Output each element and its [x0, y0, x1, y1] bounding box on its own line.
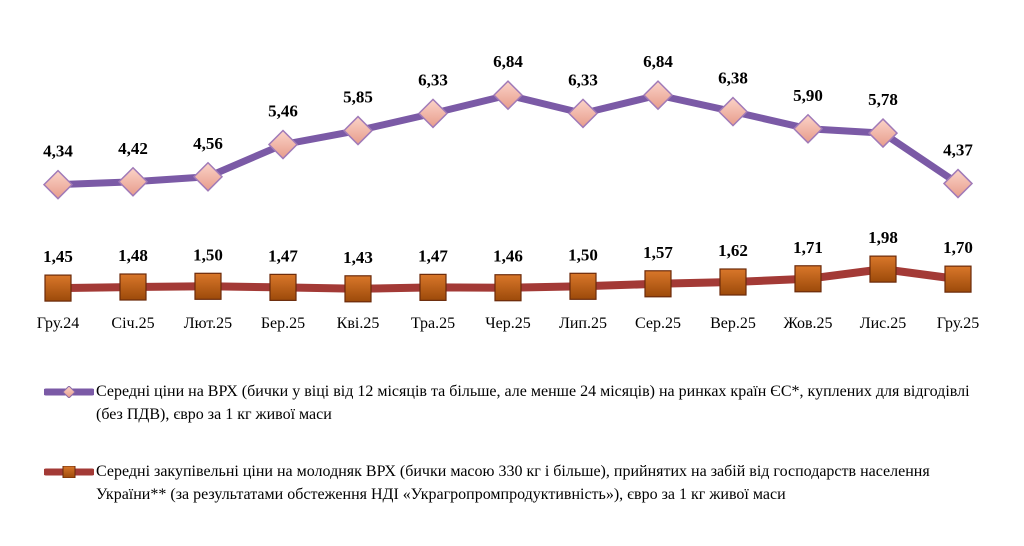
series-1: 1,45 1,48 1,50 1,47 1,43 1,47 1,46 1,50 1,57 1,62… — [43, 228, 973, 303]
data-label: 1,45 — [43, 247, 73, 266]
data-point-square — [419, 273, 447, 301]
data-label: 1,98 — [868, 228, 898, 247]
data-point-diamond — [417, 98, 449, 129]
data-label: 6,84 — [493, 52, 523, 71]
data-label: 6,33 — [418, 70, 448, 89]
data-label: 1,62 — [718, 241, 748, 260]
x-tick-label: Лис.25 — [860, 315, 907, 332]
data-label: 6,38 — [718, 69, 748, 88]
data-point-diamond — [267, 129, 299, 160]
data-point-square — [869, 255, 897, 283]
data-label: 4,56 — [193, 134, 223, 153]
data-label: 1,46 — [493, 247, 523, 266]
x-tick-label: Гру.25 — [937, 315, 979, 332]
data-label: 1,50 — [193, 245, 223, 264]
data-point-square — [719, 268, 747, 296]
data-label: 5,78 — [868, 90, 898, 109]
data-point-diamond — [567, 98, 599, 129]
series-0: 4,34 4,42 4,56 5,46 5,85 6,33 6,84 6,33 6,84 6,38… — [42, 52, 974, 200]
data-point-square — [644, 270, 672, 298]
x-tick-label: Лип.25 — [559, 315, 607, 332]
x-tick-label: Гру.24 — [37, 315, 79, 332]
data-label: 5,85 — [343, 88, 373, 107]
data-point-square — [344, 275, 372, 303]
x-tick-label: Кві.25 — [337, 315, 380, 332]
legend-item-ukraine: Середні закупівельні ціни на молодняк ВР… — [44, 460, 976, 506]
legend-diamond-marker-icon — [44, 386, 94, 398]
x-tick-label: Тра.25 — [411, 315, 455, 332]
data-label: 1,47 — [268, 246, 298, 265]
data-label: 1,71 — [793, 238, 823, 257]
data-label: 1,43 — [343, 248, 373, 267]
legend-label: Середні закупівельні ціни на молодняк ВР… — [96, 463, 930, 503]
data-label: 1,57 — [643, 243, 673, 262]
x-tick-label: Чер.25 — [485, 315, 531, 332]
data-label: 6,33 — [568, 70, 598, 89]
data-point-diamond — [342, 115, 374, 146]
data-label: 5,46 — [268, 102, 298, 121]
data-point-diamond — [792, 113, 824, 144]
data-point-diamond — [642, 80, 674, 111]
data-label: 1,70 — [943, 238, 973, 257]
legend-label: Середні ціни на ВРХ (бички у віці від 12… — [96, 383, 970, 423]
x-tick-label: Жов.25 — [783, 315, 832, 332]
data-point-diamond — [117, 166, 149, 197]
x-tick-label: Сер.25 — [635, 315, 681, 332]
data-point-square — [269, 273, 297, 301]
x-tick-label: Вер.25 — [710, 315, 756, 332]
data-point-square — [794, 265, 822, 293]
data-label: 1,48 — [118, 246, 148, 265]
data-point-square — [944, 265, 972, 293]
data-point-diamond — [492, 80, 524, 111]
x-tick-label: Січ.25 — [111, 315, 154, 332]
data-point-diamond — [717, 96, 749, 127]
data-label: 4,34 — [43, 142, 73, 161]
data-point-diamond — [942, 168, 974, 199]
data-label: 1,50 — [568, 245, 598, 264]
data-label: 5,90 — [793, 86, 823, 105]
data-label: 1,47 — [418, 246, 448, 265]
data-point-square — [494, 274, 522, 302]
data-label: 4,37 — [943, 141, 973, 160]
data-point-diamond — [867, 118, 899, 149]
data-label: 4,42 — [118, 139, 148, 158]
data-point-square — [569, 272, 597, 300]
data-point-square — [44, 274, 72, 302]
line-chart: 4,34 4,42 4,56 5,46 5,85 6,33 6,84 6,33 6,84 6,38… — [37, 52, 979, 332]
data-label: 6,84 — [643, 52, 673, 71]
data-point-diamond — [42, 169, 74, 200]
data-point-square — [194, 272, 222, 300]
data-point-diamond — [192, 161, 224, 192]
data-point-square — [119, 273, 147, 301]
legend-item-eu: Середні ціни на ВРХ (бички у віці від 12… — [44, 380, 976, 426]
x-tick-label: Лют.25 — [184, 315, 232, 332]
x-tick-label: Бер.25 — [261, 315, 305, 332]
legend-square-marker-icon — [44, 466, 94, 478]
